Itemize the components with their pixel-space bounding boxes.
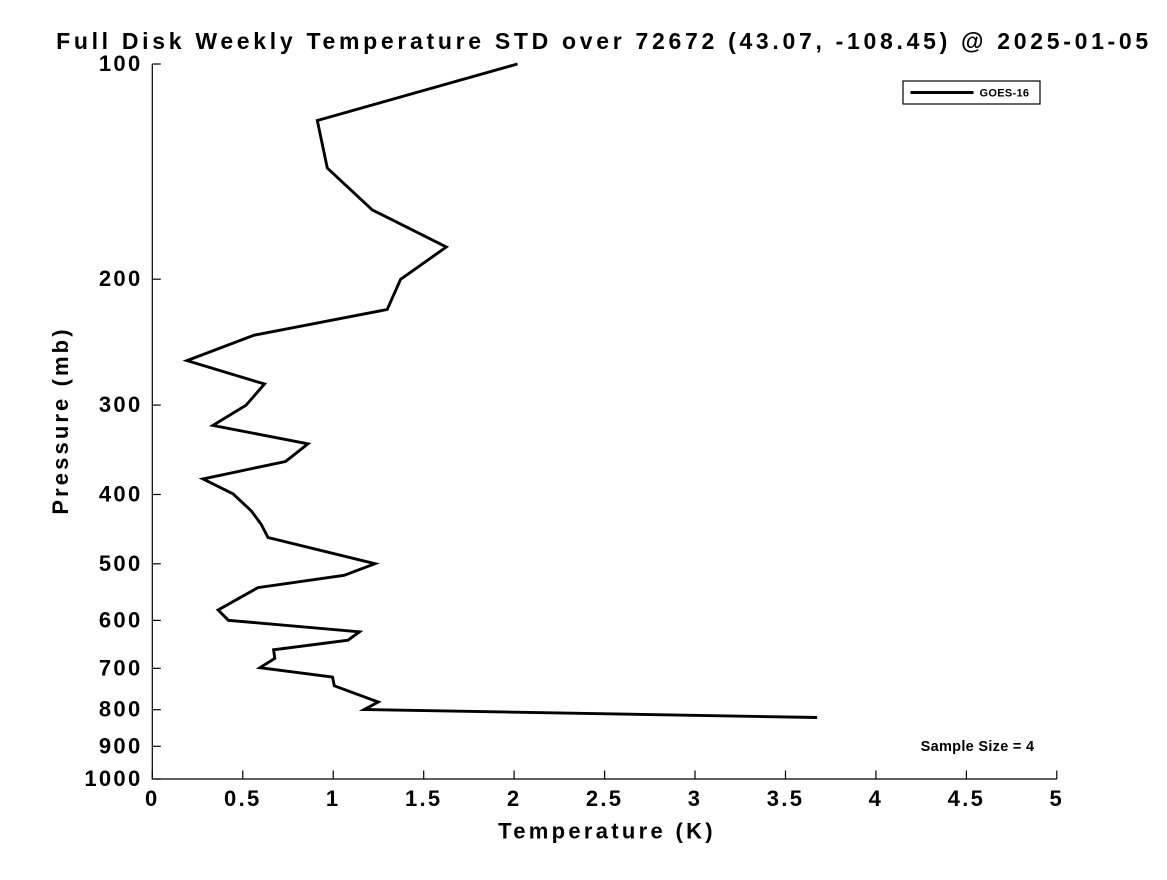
svg-text:Sample Size = 4: Sample Size = 4 (921, 739, 1035, 755)
svg-text:Pressure (mb): Pressure (mb) (48, 326, 73, 514)
svg-text:700: 700 (99, 655, 143, 680)
svg-text:0.5: 0.5 (224, 786, 261, 811)
svg-text:4.5: 4.5 (948, 786, 985, 811)
svg-text:100: 100 (99, 51, 143, 76)
svg-text:2.5: 2.5 (586, 786, 623, 811)
svg-text:1: 1 (326, 786, 341, 811)
svg-text:900: 900 (99, 733, 143, 758)
svg-text:3.5: 3.5 (767, 786, 804, 811)
svg-text:0: 0 (145, 786, 160, 811)
svg-text:600: 600 (99, 607, 143, 632)
svg-text:200: 200 (99, 266, 143, 291)
svg-text:500: 500 (99, 551, 143, 576)
svg-text:GOES-16: GOES-16 (980, 88, 1030, 100)
svg-text:5: 5 (1050, 786, 1065, 811)
svg-text:1.5: 1.5 (405, 786, 442, 811)
svg-text:4: 4 (869, 786, 884, 811)
svg-text:Full Disk Weekly Temperature S: Full Disk Weekly Temperature STD over 72… (56, 28, 1152, 54)
svg-text:3: 3 (688, 786, 703, 811)
svg-text:800: 800 (99, 697, 143, 722)
svg-text:Temperature (K): Temperature (K) (498, 818, 716, 843)
svg-text:300: 300 (99, 392, 143, 417)
svg-text:400: 400 (99, 482, 143, 507)
svg-text:1000: 1000 (84, 766, 142, 791)
svg-text:2: 2 (507, 786, 522, 811)
